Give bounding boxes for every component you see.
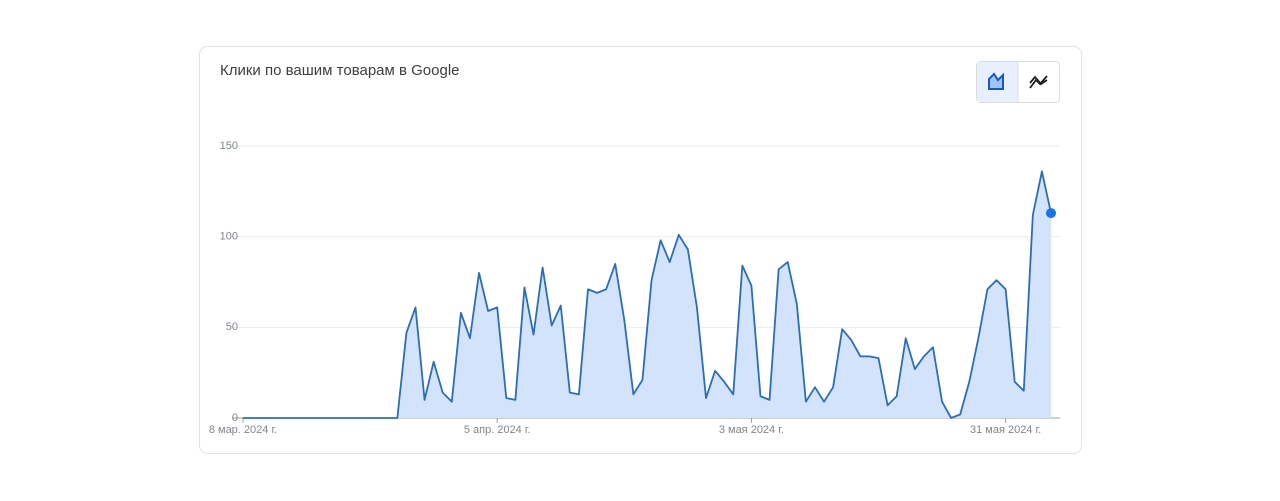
x-tick-label: 8 мар. 2024 г. [209,424,277,436]
x-tick-label: 3 мая 2024 г. [719,424,784,436]
last-point [1046,208,1056,219]
view-toggle [976,61,1060,103]
y-tick-label: 100 [220,231,238,243]
area-view-button[interactable] [977,62,1018,102]
chart-title: Клики по вашим товарам в Google [220,62,460,79]
area-icon-fill [989,74,1003,89]
line [243,170,1052,419]
y-tick-label: 50 [226,321,238,333]
line-icon [1029,75,1048,89]
area [243,171,1051,418]
x-tick-label: 31 мая 2024 г. [970,424,1041,436]
area-icon [988,72,1004,90]
y-tick-label: 0 [232,412,238,424]
x-tick-label: 5 апр. 2024 г. [464,424,531,436]
y-tick-label: 150 [220,140,238,152]
